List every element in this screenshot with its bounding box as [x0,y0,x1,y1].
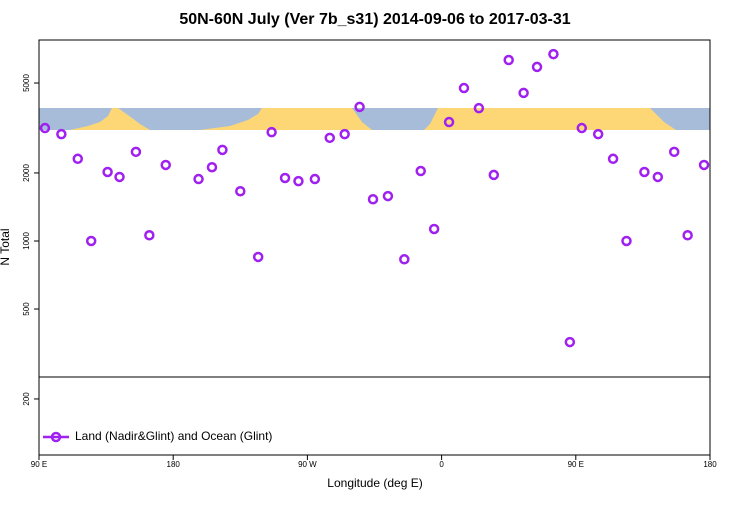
point [458,82,470,94]
point [56,128,67,140]
x-tick-label: 90 W [298,460,317,469]
y-tick-label: 5000 [22,74,31,92]
x-tick-label: 0 [439,460,444,469]
point [488,169,500,181]
point [473,102,485,114]
x-tick-label: 180 [167,460,181,469]
point [518,87,529,99]
y-axis-label: N Total [0,228,12,265]
point [354,101,365,113]
point [443,116,455,128]
x-tick-label: 90 E [568,460,584,469]
point [339,128,350,140]
map-strip [39,108,710,130]
point [85,235,97,247]
point [102,166,113,178]
point [324,132,336,144]
point [160,159,171,171]
point [621,235,632,247]
point [39,122,51,134]
point [382,190,394,202]
point [428,223,440,235]
legend-marker [50,431,62,443]
point [367,193,379,205]
chart-title: 50N-60N July (Ver 7b_s31) 2014-09-06 to … [179,11,570,28]
point [668,146,680,158]
point [548,48,559,60]
point [206,161,218,173]
point [531,61,543,73]
y-tick-label: 1000 [22,232,31,250]
y-tick-label: 500 [22,302,31,316]
x-tick-label: 90 E [31,460,47,469]
point [564,336,576,348]
point [592,128,604,140]
y-tick-label: 2000 [22,164,31,182]
point [144,230,155,241]
point [193,173,204,185]
point [607,153,619,165]
point [309,173,321,185]
point [235,185,246,197]
point [293,175,304,187]
point [279,172,291,184]
point [682,230,693,241]
plot-frame [38,39,711,456]
point [266,126,277,138]
point [415,165,426,177]
x-axis-label: Longitude (deg E) [327,476,422,490]
point [399,254,410,265]
point [252,251,264,263]
point [72,153,84,165]
x-tick-label: 180 [703,460,717,469]
y-tick-label: 200 [22,392,31,406]
point [130,146,142,158]
point [652,171,664,183]
point [639,166,650,178]
legend-label: Land (Nadir&Glint) and Ocean (Glint) [75,429,272,443]
point [217,144,228,156]
point [698,159,710,171]
point [114,171,125,183]
point [576,122,588,134]
point [503,54,514,66]
